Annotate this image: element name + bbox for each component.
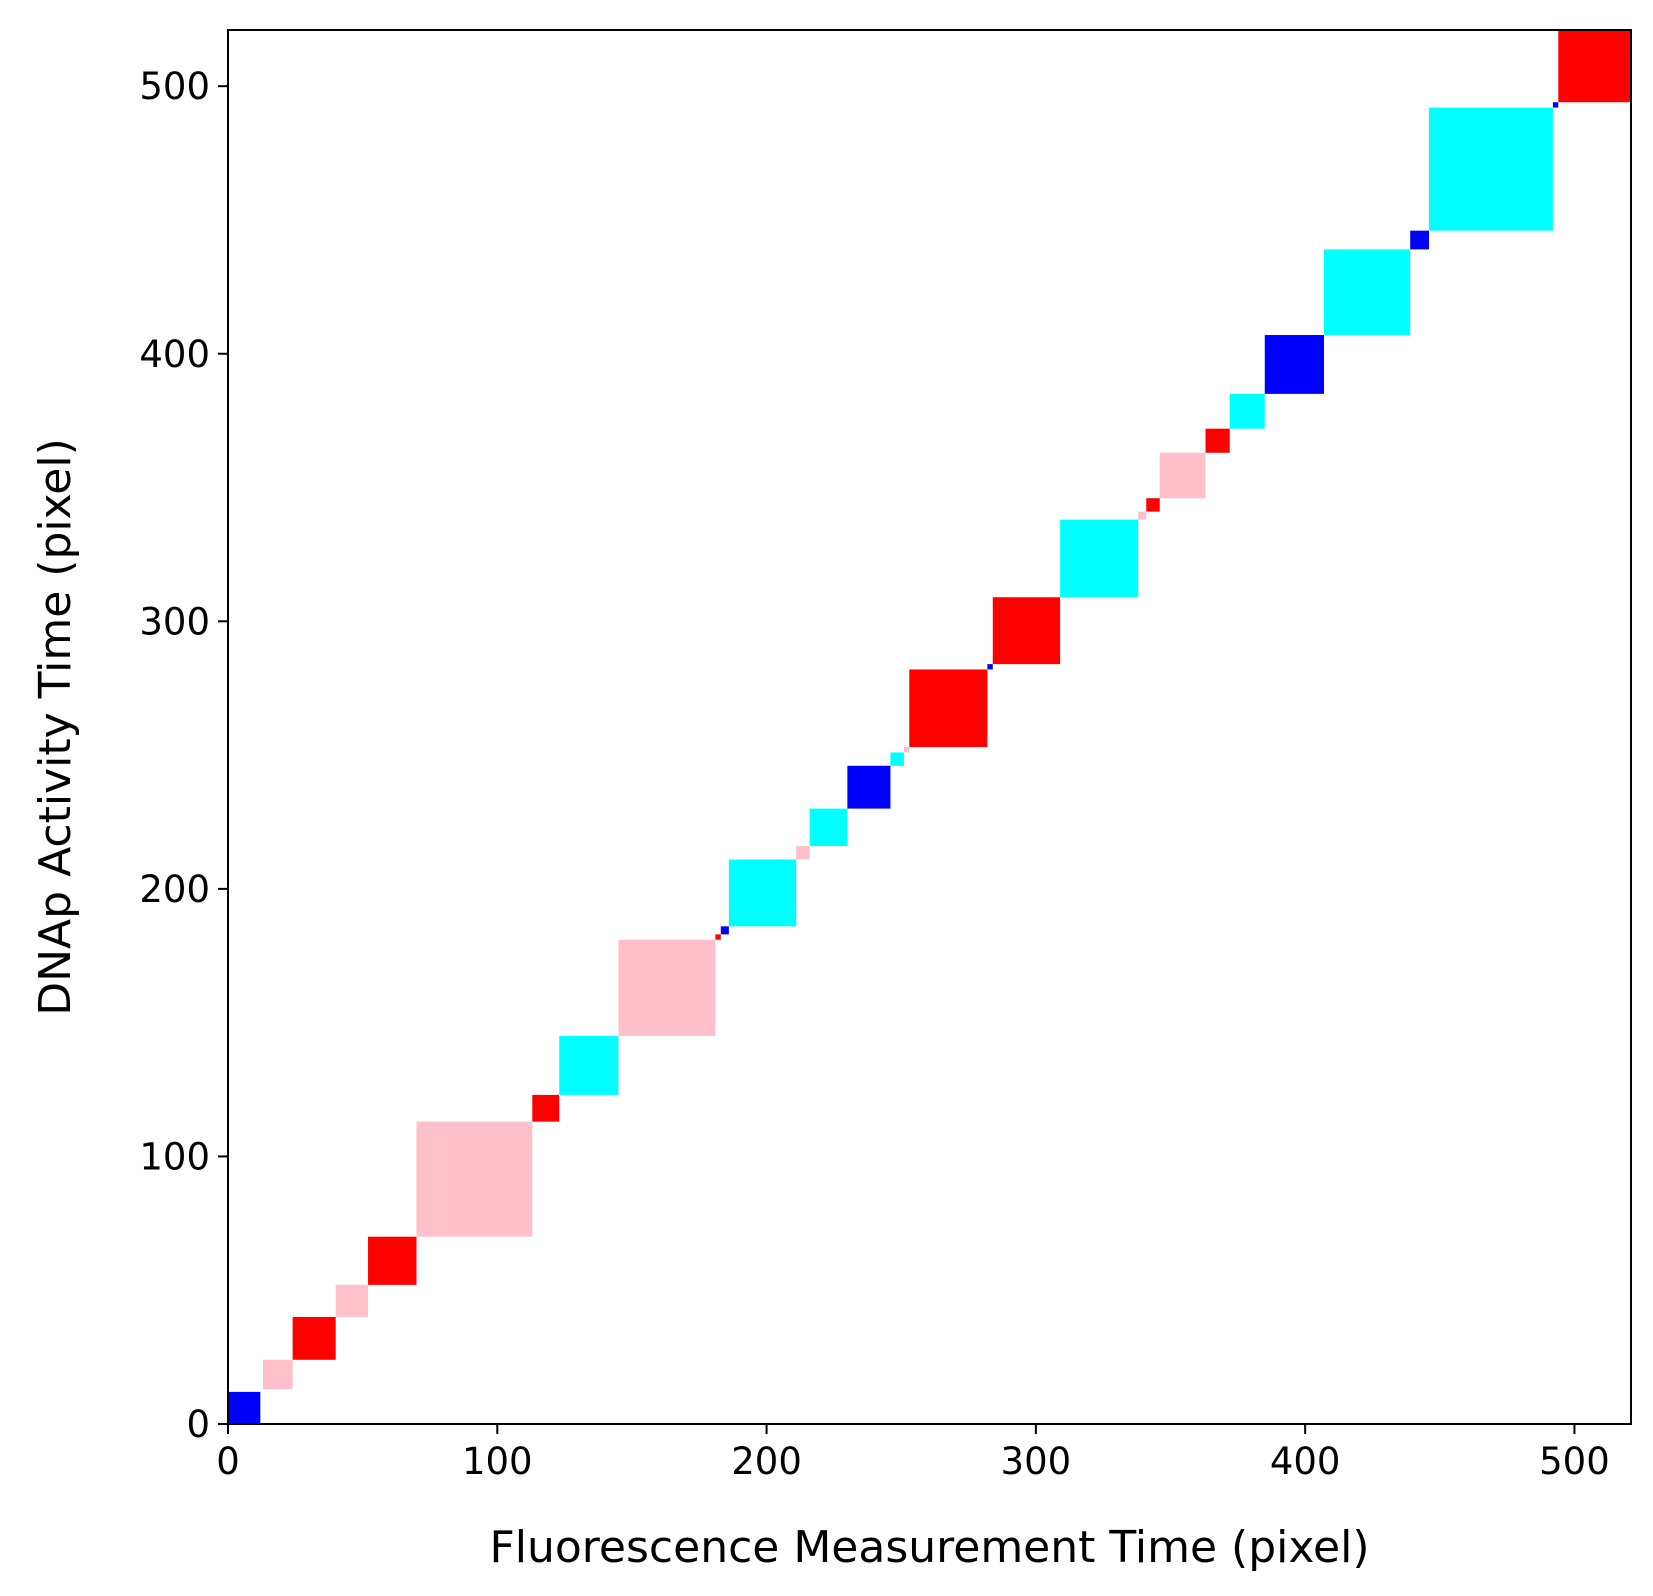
heatmap-block-5 [416,1121,533,1237]
heatmap-block-12 [796,846,810,860]
plot-frame [227,29,1632,1425]
y-tick-label: 0 [186,1403,210,1446]
y-tick-label: 400 [139,333,210,376]
heatmap-block-22 [1146,498,1160,512]
x-tick-label: 100 [462,1440,533,1483]
heatmap-block-2 [292,1316,336,1360]
heatmap-block-16 [903,747,910,753]
x-tick-label: 0 [216,1440,240,1483]
heatmap-block-20 [1060,519,1139,598]
heatmap-block-6 [532,1094,560,1122]
heatmap-block-3 [335,1284,369,1317]
heatmap-block-13 [809,808,848,847]
heatmap-block-24 [1205,428,1230,453]
heatmap-block-4 [368,1236,417,1285]
x-axis-label: Fluorescence Measurement Time (pixel) [489,1522,1369,1573]
heatmap-block-23 [1159,452,1206,499]
heatmap-block-25 [1229,393,1265,429]
x-tick-label: 200 [731,1440,802,1483]
y-tick-label: 200 [139,868,210,911]
heatmap-block-28 [1410,230,1430,250]
heatmap-block-21 [1138,511,1147,520]
data-blocks [228,30,1631,1424]
plot-area [227,29,1632,1425]
heatmap-block-26 [1264,335,1325,394]
heatmap-block-31 [1558,30,1631,103]
heatmap-block-1 [263,1359,293,1390]
heatmap-block-0 [228,1391,261,1424]
heatmap-block-19 [992,597,1061,665]
x-tick-label: 500 [1539,1440,1610,1483]
heatmap-block-8 [618,939,716,1037]
heatmap-block-29 [1429,107,1553,231]
y-axis-label: DNAp Activity Time (pixel) [30,438,81,1015]
y-axis: 0 100 200 300 400 500 [139,65,228,1446]
heatmap-block-27 [1324,249,1411,336]
heatmap-block-7 [559,1036,619,1095]
heatmap-block-11 [728,859,797,927]
y-tick-label: 300 [139,600,210,643]
x-tick-label: 300 [1001,1440,1072,1483]
heatmap-block-30 [1552,102,1559,108]
y-tick-label: 100 [139,1135,210,1178]
heatmap-block-18 [987,664,993,670]
heatmap-block-10 [720,926,729,935]
heatmap-block-9 [715,934,721,940]
heatmap-block-15 [890,752,904,766]
x-tick-label: 400 [1270,1440,1341,1483]
x-axis: 0 100 200 300 400 500 [216,1424,1610,1483]
heatmap-block-14 [847,765,891,809]
heatmap-block-17 [909,669,988,748]
y-tick-label: 500 [139,65,210,108]
